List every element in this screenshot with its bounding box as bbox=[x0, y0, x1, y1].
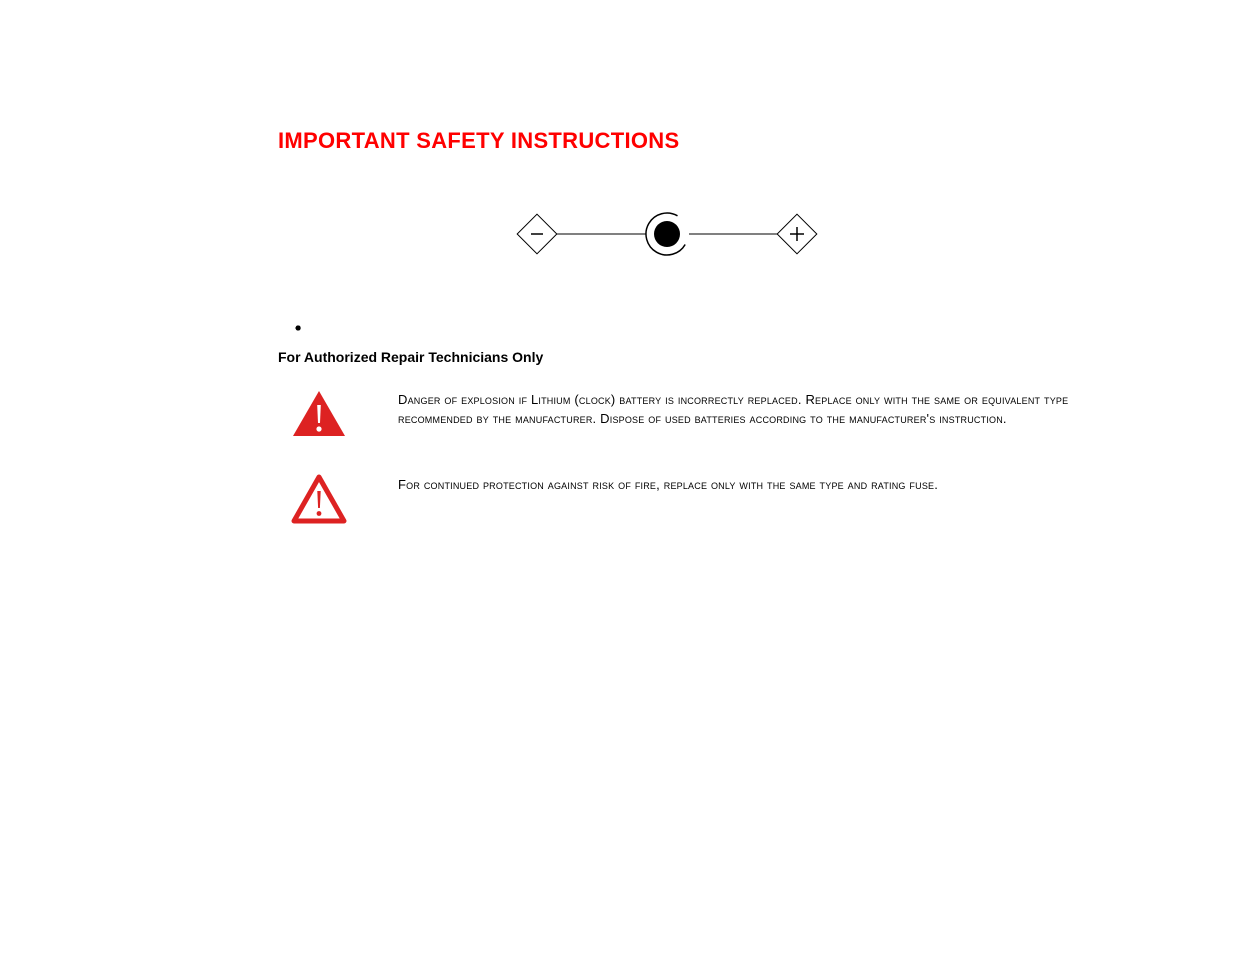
warning-row: Danger of explosion if Lithium (clock) b… bbox=[278, 389, 1075, 444]
polarity-diagram bbox=[258, 204, 1075, 269]
warning-text: For continued protection against risk of… bbox=[398, 474, 938, 495]
warning-row: For continued protection against risk of… bbox=[278, 474, 1075, 531]
page-title: IMPORTANT SAFETY INSTRUCTIONS bbox=[278, 128, 1075, 154]
warning-outline-icon bbox=[290, 474, 350, 531]
warning-filled-icon bbox=[290, 389, 350, 444]
subheading: For Authorized Repair Technicians Only bbox=[278, 349, 1075, 365]
page-content: IMPORTANT SAFETY INSTRUCTIONS bbox=[0, 0, 1235, 531]
warning-text: Danger of explosion if Lithium (clock) b… bbox=[398, 389, 1075, 429]
